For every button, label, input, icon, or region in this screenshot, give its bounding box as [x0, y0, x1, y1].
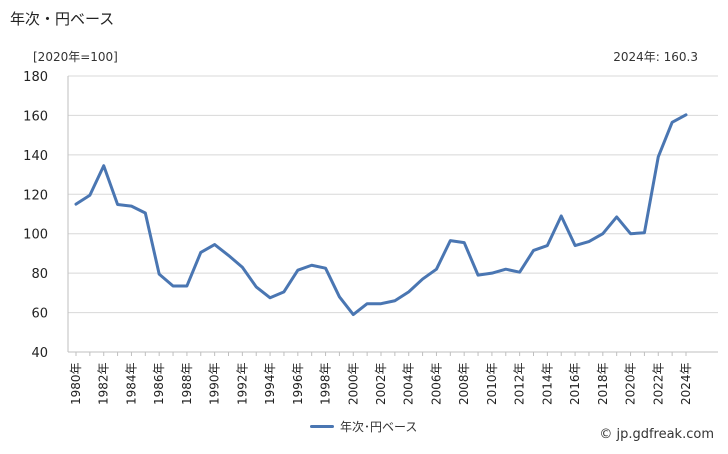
y-tick-label: 100	[23, 228, 48, 243]
legend-label: 年次･円ベース	[340, 420, 418, 434]
y-tick-label: 120	[23, 188, 48, 203]
x-tick-label: 1992年	[235, 362, 249, 405]
y-tick-label: 60	[31, 307, 48, 322]
x-tick-label: 2022年	[651, 362, 665, 405]
x-tick-label: 2020年	[624, 362, 638, 405]
x-tick-label: 2018年	[596, 362, 610, 405]
y-tick-label: 40	[31, 346, 48, 361]
x-tick-label: 2010年	[485, 362, 499, 405]
x-tick-label: 2014年	[540, 362, 554, 405]
unit-label: [2020年=100]	[33, 50, 118, 64]
x-tick-label: 2024年	[679, 362, 693, 405]
y-tick-label: 160	[23, 109, 48, 124]
x-tick-label: 2006年	[429, 362, 443, 405]
latest-value-annotation: 2024年: 160.3	[613, 50, 698, 64]
x-tick-label: 1996年	[291, 362, 305, 405]
x-tick-label: 1998年	[319, 362, 333, 405]
x-tick-label: 1984年	[124, 362, 138, 405]
x-tick-label: 2016年	[568, 362, 582, 405]
source-credit: © jp.gdfreak.com	[599, 427, 714, 442]
x-tick-label: 1988年	[180, 362, 194, 405]
x-tick-label: 2012年	[513, 362, 527, 405]
x-tick-label: 1982年	[97, 362, 111, 405]
x-tick-label: 1986年	[152, 362, 166, 405]
chart-title: 年次・円ベース	[10, 10, 115, 28]
x-tick-label: 2008年	[457, 362, 471, 405]
x-tick-label: 1990年	[208, 362, 222, 405]
legend-line-swatch	[310, 425, 334, 428]
x-tick-label: 2002年	[374, 362, 388, 405]
y-tick-label: 140	[23, 149, 48, 164]
legend: 年次･円ベース	[310, 418, 417, 435]
y-tick-label: 80	[31, 267, 48, 282]
series-line	[74, 113, 688, 317]
x-tick-label: 2000年	[346, 362, 360, 405]
x-tick-label: 1980年	[69, 362, 83, 405]
x-tick-label: 1994年	[263, 362, 277, 405]
y-tick-label: 180	[23, 70, 48, 85]
x-tick-label: 2004年	[402, 362, 416, 405]
